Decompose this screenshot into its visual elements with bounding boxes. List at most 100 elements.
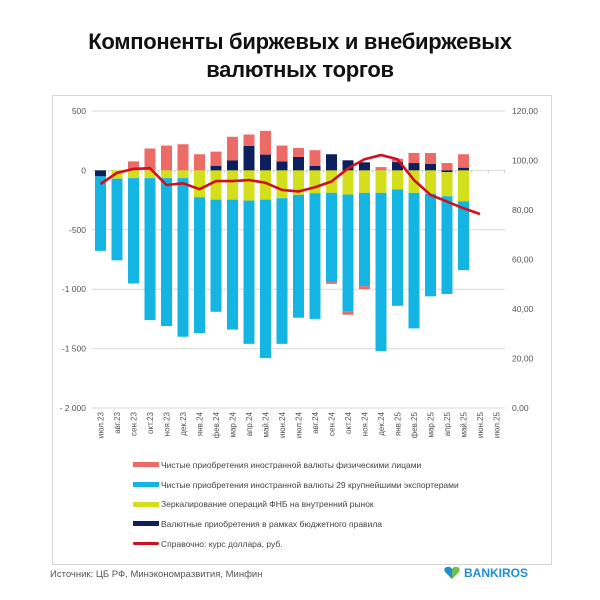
x-tick-label: окт.23	[146, 411, 155, 433]
bar-segment	[425, 170, 436, 194]
legend: Чистые приобретения иностранной валюты ф…	[133, 455, 459, 553]
x-tick-label: май.25	[460, 411, 469, 437]
bar-segment	[243, 145, 255, 171]
y-right-tick-label: 100,00	[512, 156, 538, 166]
x-tick-label: ноя.23	[163, 411, 172, 436]
bar-segment	[441, 170, 453, 173]
bar-segment	[243, 200, 255, 344]
bar-segment	[243, 134, 255, 146]
bar-segment	[441, 196, 453, 294]
bar-segment	[326, 282, 337, 284]
bar-segment	[95, 170, 106, 177]
x-tick-label: июл.23	[97, 411, 106, 438]
legend-swatch	[133, 542, 159, 546]
bar-segment	[408, 192, 420, 329]
bar-segment	[326, 192, 337, 283]
y-left-tick-label: -500	[69, 225, 86, 235]
bar-segment	[128, 178, 139, 284]
y-left-tick-label: -1 000	[62, 284, 86, 294]
bar-segment	[375, 192, 387, 351]
bar-segment	[243, 170, 255, 201]
bar-segment	[458, 167, 469, 171]
bar-segment	[359, 192, 370, 287]
bar-segment	[210, 151, 222, 167]
bar-segment	[276, 161, 288, 171]
y-right-tick-label: 120,00	[512, 106, 538, 116]
bar-segment	[128, 170, 139, 179]
bar-segment	[342, 160, 354, 171]
bar-segment	[111, 170, 123, 179]
bar-segment	[227, 160, 238, 171]
y-left-tick-label: 500	[72, 106, 86, 116]
bar-segment	[293, 147, 304, 157]
y-left-tick-label: - 2 000	[60, 403, 87, 413]
x-tick-label: апр.24	[245, 411, 254, 436]
bar-segment	[342, 170, 354, 195]
x-tick-label: май.24	[262, 411, 271, 437]
bar-segment	[326, 154, 337, 171]
x-tick-label: мар.25	[427, 411, 436, 437]
bar-segment	[293, 170, 304, 195]
legend-label: Чистые приобретения иностранной валюты ф…	[161, 459, 422, 470]
bar-segment	[293, 156, 304, 171]
bar-segment	[359, 286, 370, 290]
bar-segment	[425, 163, 436, 171]
x-tick-label: сен.24	[328, 411, 337, 436]
y-left-tick-label: -1 500	[62, 344, 86, 354]
x-tick-label: мар.24	[229, 411, 238, 437]
source-note: Источник: ЦБ РФ, Минэкономразвития, Минф…	[50, 569, 263, 580]
bar-segment	[194, 154, 205, 171]
y-right-tick-label: 60,00	[512, 255, 534, 265]
bar-segment	[408, 163, 420, 171]
bar-segment	[309, 150, 321, 167]
bar-segment	[144, 148, 156, 171]
bar-segment	[293, 194, 304, 318]
legend-swatch	[133, 501, 159, 507]
bar-segment	[342, 194, 354, 312]
bar-segment	[342, 311, 354, 315]
legend-item: Чистые приобретения иностранной валюты 2…	[133, 475, 459, 495]
bar-segment	[227, 170, 238, 200]
bar-segment	[359, 162, 370, 171]
bar-segment	[309, 193, 321, 319]
bar-segment	[161, 178, 172, 327]
bar-segment	[227, 199, 238, 330]
x-tick-label: июл.24	[295, 411, 304, 438]
legend-label: Справочно: курс доллара, руб.	[161, 538, 283, 549]
bar-segment	[260, 199, 271, 359]
bar-segment	[276, 170, 288, 199]
title-line-2: валютных торгов	[206, 57, 394, 82]
legend-swatch	[133, 462, 159, 468]
bar-segment	[392, 162, 403, 171]
x-tick-label: фев.25	[410, 411, 419, 438]
bar-segment	[425, 193, 436, 297]
bar-segment	[210, 199, 222, 312]
x-tick-label: дек.24	[377, 411, 386, 435]
y-right-tick-label: 40,00	[512, 304, 534, 314]
bar-segment	[95, 176, 106, 251]
bar-segment	[161, 170, 172, 179]
bar-segment	[441, 163, 453, 171]
chart-title: Компоненты биржевых и внебиржевых валютн…	[0, 28, 600, 84]
bar-segment	[392, 189, 403, 306]
legend-item: Чистые приобретения иностранной валюты ф…	[133, 455, 459, 475]
x-tick-label: апр.25	[443, 411, 452, 436]
bar-segment	[128, 161, 139, 171]
x-tick-label: янв.24	[196, 411, 205, 436]
legend-item: Валютные приобретения в рамках бюджетног…	[133, 514, 459, 534]
bar-segment	[194, 170, 205, 198]
x-tick-label: фев.24	[212, 411, 221, 438]
y-right-tick-label: 0,00	[512, 403, 529, 413]
bar-segment	[276, 145, 288, 162]
x-tick-label: окт.24	[344, 411, 353, 433]
legend-label: Зеркалирование операций ФНБ на внутренни…	[161, 499, 374, 510]
ruble-rate-line	[99, 153, 481, 216]
bar-segment	[309, 166, 321, 171]
legend-label: Валютные приобретения в рамках бюджетног…	[161, 518, 382, 529]
x-tick-label: сен.23	[130, 411, 139, 436]
logo-text: BANKIROS	[464, 566, 529, 580]
bar-segment	[375, 170, 387, 193]
bar-segment	[425, 153, 436, 164]
